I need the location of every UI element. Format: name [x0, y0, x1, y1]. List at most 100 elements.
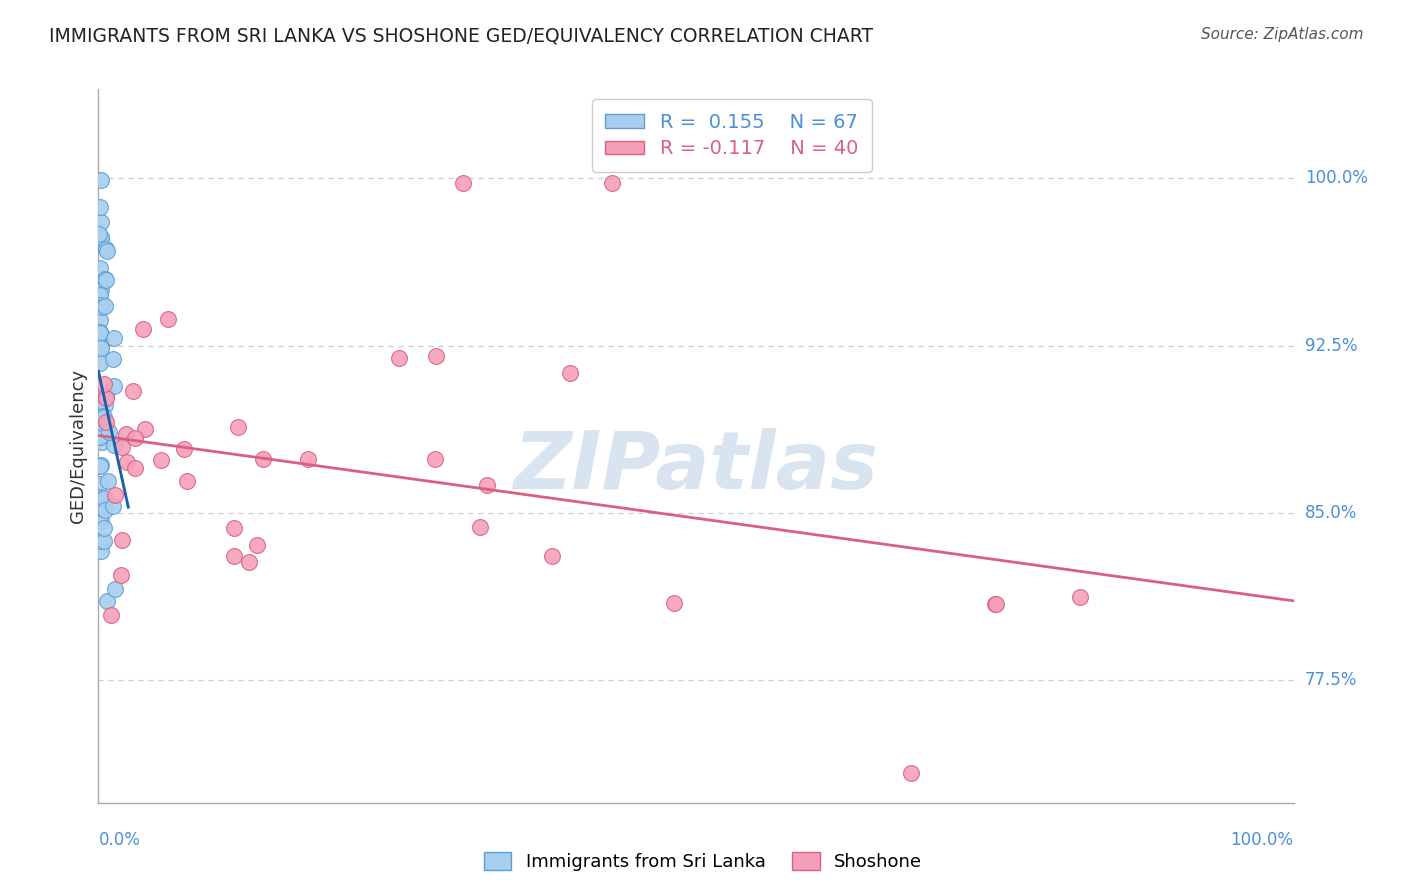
Point: [93, 409, 115, 424]
Point: [90, 458, 112, 472]
Point: [662, 596, 685, 610]
Point: [89, 399, 111, 413]
Point: [89, 229, 111, 244]
Point: [90, 428, 112, 442]
Point: [101, 351, 124, 366]
Text: Source: ZipAtlas.com: Source: ZipAtlas.com: [1201, 27, 1364, 42]
Point: [984, 597, 1007, 611]
Point: [1069, 590, 1091, 604]
Point: [89, 420, 111, 434]
Point: [176, 474, 198, 488]
Point: [89, 298, 111, 312]
Point: [245, 538, 267, 552]
Point: [103, 499, 125, 513]
Point: [90, 283, 112, 297]
Point: [90, 215, 112, 229]
Point: [90, 300, 112, 314]
Point: [93, 534, 115, 549]
Point: [90, 340, 112, 354]
Point: [91, 277, 114, 291]
Point: [93, 376, 115, 391]
Point: [103, 379, 125, 393]
Legend: Immigrants from Sri Lanka, Shoshone: Immigrants from Sri Lanka, Shoshone: [477, 845, 929, 879]
Point: [226, 420, 249, 434]
Point: [93, 521, 115, 535]
Point: [103, 438, 125, 452]
Point: [94, 299, 117, 313]
Point: [89, 325, 111, 339]
Point: [111, 440, 134, 454]
Point: [90, 231, 112, 245]
Point: [541, 549, 564, 563]
Point: [89, 200, 111, 214]
Text: 77.5%: 77.5%: [1305, 671, 1357, 690]
Point: [122, 384, 145, 398]
Point: [90, 415, 112, 429]
Point: [94, 272, 117, 286]
Point: [97, 475, 120, 489]
Point: [94, 389, 117, 403]
Point: [89, 326, 111, 340]
Point: [222, 549, 245, 563]
Point: [89, 286, 111, 301]
Point: [222, 521, 245, 535]
Point: [94, 503, 117, 517]
Point: [89, 416, 111, 430]
Point: [96, 244, 118, 259]
Point: [89, 334, 111, 348]
Legend: R =  0.155    N = 67, R = -0.117    N = 40: R = 0.155 N = 67, R = -0.117 N = 40: [592, 99, 872, 172]
Point: [94, 415, 117, 429]
Point: [89, 403, 111, 417]
Text: 100.0%: 100.0%: [1305, 169, 1368, 187]
Point: [157, 311, 180, 326]
Point: [90, 544, 112, 558]
Point: [89, 288, 111, 302]
Point: [89, 261, 111, 276]
Point: [90, 492, 112, 507]
Point: [94, 391, 117, 405]
Point: [90, 493, 112, 508]
Point: [387, 351, 409, 365]
Point: [124, 432, 146, 446]
Point: [149, 453, 172, 467]
Text: ZIPatlas: ZIPatlas: [513, 428, 879, 507]
Point: [425, 349, 447, 363]
Point: [90, 533, 112, 548]
Point: [100, 607, 122, 622]
Point: [104, 488, 127, 502]
Point: [89, 510, 111, 524]
Point: [475, 477, 498, 491]
Point: [90, 173, 112, 187]
Point: [90, 514, 112, 528]
Point: [97, 425, 120, 440]
Point: [90, 341, 112, 355]
Point: [89, 430, 111, 444]
Text: 0.0%: 0.0%: [98, 831, 141, 849]
Point: [96, 594, 118, 608]
Point: [252, 452, 274, 467]
Point: [89, 476, 111, 491]
Point: [91, 409, 114, 423]
Point: [900, 765, 922, 780]
Point: [111, 533, 134, 547]
Point: [89, 459, 111, 474]
Point: [94, 398, 117, 412]
Point: [89, 500, 111, 515]
Point: [90, 434, 112, 449]
Point: [423, 452, 446, 467]
Point: [89, 404, 111, 418]
Point: [89, 490, 111, 504]
Point: [90, 416, 112, 430]
Point: [94, 243, 117, 257]
Point: [132, 321, 155, 335]
Point: [297, 452, 319, 467]
Text: IMMIGRANTS FROM SRI LANKA VS SHOSHONE GED/EQUIVALENCY CORRELATION CHART: IMMIGRANTS FROM SRI LANKA VS SHOSHONE GE…: [49, 27, 873, 45]
Point: [124, 460, 146, 475]
Point: [89, 430, 111, 444]
Point: [93, 491, 115, 505]
Point: [89, 312, 111, 326]
Point: [602, 176, 624, 190]
Point: [89, 356, 111, 370]
Point: [558, 366, 581, 380]
Point: [984, 597, 1007, 611]
